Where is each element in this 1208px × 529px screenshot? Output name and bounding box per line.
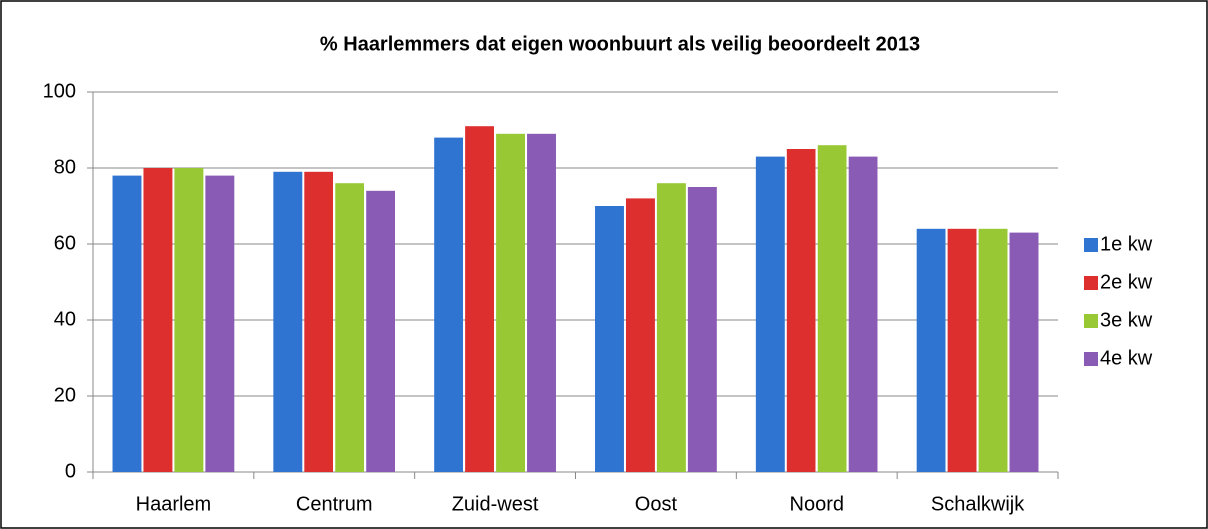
bar [496,133,526,473]
y-tick-label: 40 [54,308,76,330]
x-tick-label: Haarlem [136,493,212,515]
bar [656,183,686,472]
legend-swatch [1084,314,1098,328]
bar [786,149,816,472]
bar [273,171,303,473]
bar [916,228,946,472]
bar [465,126,495,472]
x-tick-label: Centrum [296,493,373,515]
x-tick-label: Oost [635,493,678,515]
bar [174,168,204,472]
x-tick-label: Noord [790,493,844,515]
bar [848,156,878,472]
y-tick-label: 20 [54,384,76,406]
bar [978,228,1008,472]
bar [1009,232,1039,472]
legend-label: 1e kw [1100,233,1153,255]
bar [112,175,142,472]
bar [817,145,847,472]
bar [304,171,334,473]
y-tick-label: 100 [43,80,76,102]
x-tick-label: Schalkwijk [931,493,1025,515]
bar [434,137,464,472]
legend-label: 3e kw [1100,309,1153,331]
bar [625,198,655,472]
x-tick-label: Zuid-west [452,493,539,515]
chart-title: % Haarlemmers dat eigen woonbuurt als ve… [320,33,920,55]
bar [755,156,785,472]
legend-swatch [1084,238,1098,252]
legend-label: 2e kw [1100,271,1153,293]
bar [947,228,977,472]
y-tick-label: 80 [54,156,76,178]
bar [687,187,717,472]
y-tick-label: 60 [54,232,76,254]
y-tick-label: 0 [65,460,76,482]
bar [595,206,624,472]
legend-label: 4e kw [1100,347,1153,369]
bar [143,168,173,472]
legend-swatch [1084,352,1098,366]
bar [366,190,396,473]
bar [335,183,365,472]
bar [527,133,556,473]
legend-swatch [1084,276,1098,290]
bar [205,175,235,472]
